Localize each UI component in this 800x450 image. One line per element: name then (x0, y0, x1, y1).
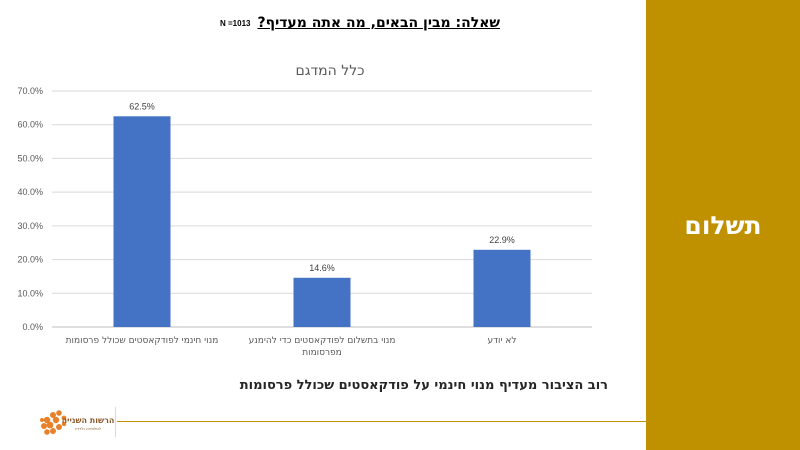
question-title: שאלה: מבין הבאים, מה אתה מעדיף? (257, 15, 501, 31)
y-tick-label: 0.0% (22, 322, 43, 332)
data-label: 22.9% (489, 235, 515, 245)
y-tick-label: 60.0% (17, 120, 43, 130)
bar (293, 277, 351, 327)
y-tick-label: 30.0% (17, 221, 43, 231)
y-tick-label: 70.0% (17, 86, 43, 96)
x-tick-label: מנוי חינמי לפודקאסטים שכולל פרסומות (66, 336, 219, 346)
logo-subtext: לטלוויזיה ולרדיו (75, 426, 101, 431)
bar (113, 116, 171, 328)
footer-divider (117, 421, 646, 422)
x-tick-label: מנוי בתשלום לפודקאסטים כדי להימנע (249, 336, 396, 346)
x-tick-label: לא יודע (487, 336, 516, 346)
conclusion-text: רוב הציבור מעדיף מנוי חינמי על פודקאסטים… (239, 378, 608, 393)
sample-size: N =1013 (220, 19, 251, 28)
orange-dots-logo-icon: הרשות השנייה לטלוויזיה ולרדיו (40, 410, 114, 435)
sidebar-title: תשלום (684, 210, 762, 240)
x-tick-label: מפרסומות (302, 348, 342, 358)
sidebar-panel: תשלום (646, 0, 800, 450)
y-tick-label: 10.0% (17, 288, 43, 298)
logo-text: הרשות השנייה (62, 416, 114, 425)
y-tick-label: 50.0% (17, 153, 43, 163)
bar-chart: 0.0% 10.0% 20.0% 30.0% 40.0% 50.0% 60.0% 70.0% 6… (17, 86, 592, 358)
chart-title: כלל המדגם (295, 63, 365, 79)
y-tick-label: 20.0% (17, 255, 43, 265)
bar (473, 249, 531, 327)
logo-divider (115, 407, 116, 437)
data-label: 62.5% (129, 101, 155, 111)
data-label: 14.6% (309, 263, 335, 273)
y-tick-label: 40.0% (17, 187, 43, 197)
